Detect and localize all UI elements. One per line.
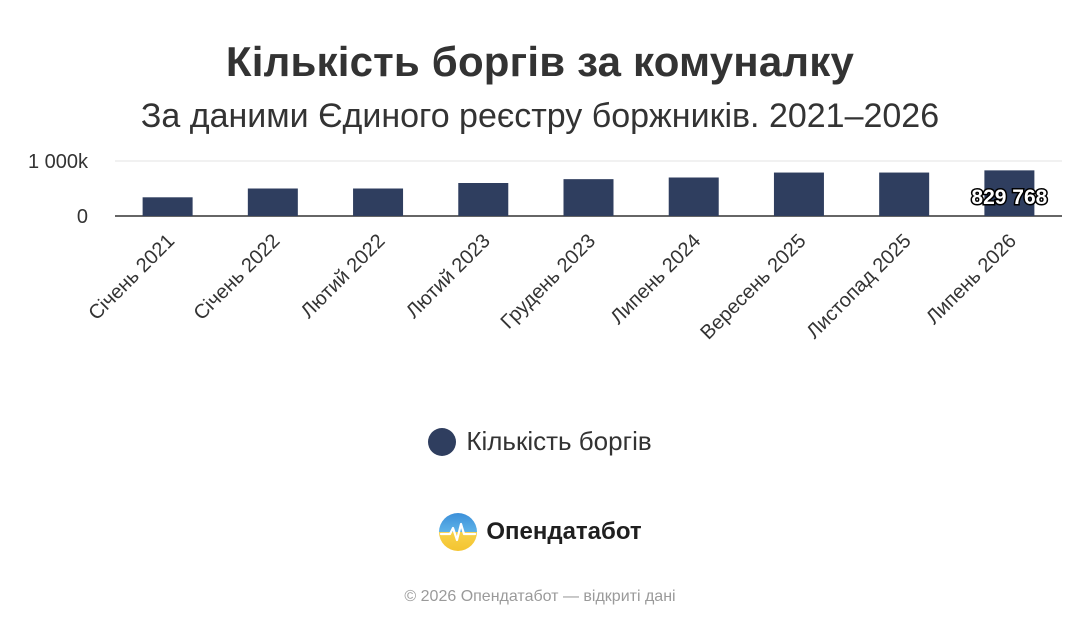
x-tick-label: Січень 2021 <box>84 230 179 325</box>
chart-title: Кількість боргів за комуналку <box>225 38 855 85</box>
brand-name: Опендатабот <box>486 518 642 545</box>
brand: Опендатабот <box>0 512 1080 552</box>
bar[interactable] <box>879 172 930 216</box>
bar[interactable] <box>353 188 404 217</box>
bar[interactable] <box>142 197 193 216</box>
bar[interactable] <box>458 183 509 216</box>
bars-layer <box>142 170 1035 217</box>
bar[interactable] <box>247 188 298 217</box>
bar[interactable] <box>563 179 614 216</box>
footer-copyright: © 2026 Опендатабот — відкриті дані <box>404 588 676 605</box>
legend-label: Кількість боргів <box>466 426 652 456</box>
legend-swatch <box>428 427 457 456</box>
x-tick-label: Вересень 2025 <box>696 230 810 344</box>
bar[interactable] <box>773 172 824 216</box>
bar[interactable] <box>668 177 719 217</box>
chart-subtitle: За даними Єдиного реєстру боржників. 202… <box>140 97 940 135</box>
y-tick-label: 0 <box>77 206 88 228</box>
legend[interactable]: Кількість боргів <box>0 426 1080 457</box>
x-tick-label: Січень 2022 <box>190 230 285 325</box>
data-label: 829 768 <box>971 186 1047 209</box>
opendatabot-logo-icon <box>439 513 478 551</box>
y-tick-label: 1 000k <box>28 151 89 173</box>
x-tick-label: Липень 2024 <box>606 230 705 329</box>
x-tick-label: Лютий 2023 <box>402 230 495 323</box>
x-tick-label: Лютий 2022 <box>297 230 390 323</box>
bar[interactable] <box>984 170 1035 216</box>
x-tick-label: Листопад 2025 <box>803 230 916 343</box>
bar-chart: 0 1 000k Січень 2021 Січень 2022 Лютий 2022… <box>28 151 1062 344</box>
x-tick-label: Липень 2026 <box>922 230 1021 329</box>
x-tick-label: Грудень 2023 <box>497 230 600 333</box>
